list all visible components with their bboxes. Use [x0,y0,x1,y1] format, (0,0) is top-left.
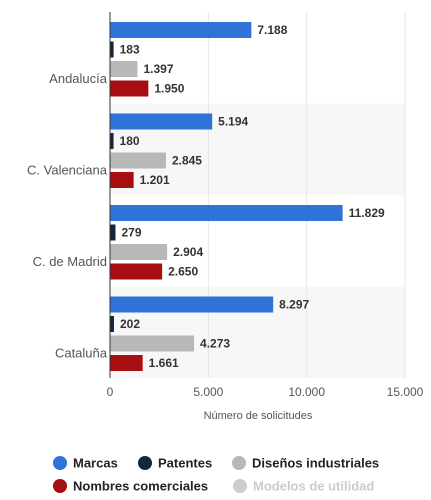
category-label: C. de Madrid [33,254,107,269]
value-label: 11.829 [349,206,385,220]
category-label: Cataluña [55,346,108,361]
legend-swatch[interactable] [53,479,67,493]
legend-swatch[interactable] [232,456,246,470]
value-label: 279 [121,226,141,240]
value-label: 1.661 [149,356,179,370]
bar [110,205,343,221]
x-tick-label: 10.000 [288,385,325,399]
bar [110,335,195,352]
bar [110,172,134,188]
value-label: 2.650 [168,265,198,279]
bar [110,152,166,169]
bar [110,41,114,58]
value-label: 4.273 [200,337,230,351]
category-label: Andalucía [49,71,108,86]
x-tick-label: 0 [107,385,114,399]
legend-label[interactable]: Patentes [158,455,212,470]
x-tick-label: 5.000 [193,385,223,399]
legend-label[interactable]: Nombres comerciales [73,478,208,493]
category-label: C. Valenciana [27,163,108,178]
bar [110,133,114,149]
bar [110,316,114,332]
value-label: 2.845 [172,154,202,168]
value-label: 1.950 [154,82,184,96]
bar [110,244,168,260]
value-label: 183 [120,43,140,57]
bar [110,296,274,313]
bar [110,61,138,77]
value-label: 2.904 [173,245,203,259]
bar [110,80,149,97]
bar [110,113,213,130]
legend-label[interactable]: Marcas [73,455,118,470]
value-label: 5.194 [218,115,248,129]
bar [110,355,143,371]
bar [110,22,252,38]
x-axis-title: Número de solicitudes [204,410,313,422]
legend-swatch[interactable] [233,479,247,493]
legend-swatch[interactable] [138,456,152,470]
legend-label[interactable]: Modelos de utilidad [253,478,374,493]
value-label: 1.397 [143,62,173,76]
x-tick-label: 15.000 [387,385,424,399]
value-label: 7.188 [257,23,287,37]
legend-label[interactable]: Diseños industriales [252,455,379,470]
legend-swatch[interactable] [53,456,67,470]
bar [110,224,116,241]
bar [110,263,163,280]
value-label: 202 [120,317,140,331]
value-label: 180 [120,134,140,148]
value-label: 8.297 [279,298,309,312]
value-label: 1.201 [140,173,170,187]
